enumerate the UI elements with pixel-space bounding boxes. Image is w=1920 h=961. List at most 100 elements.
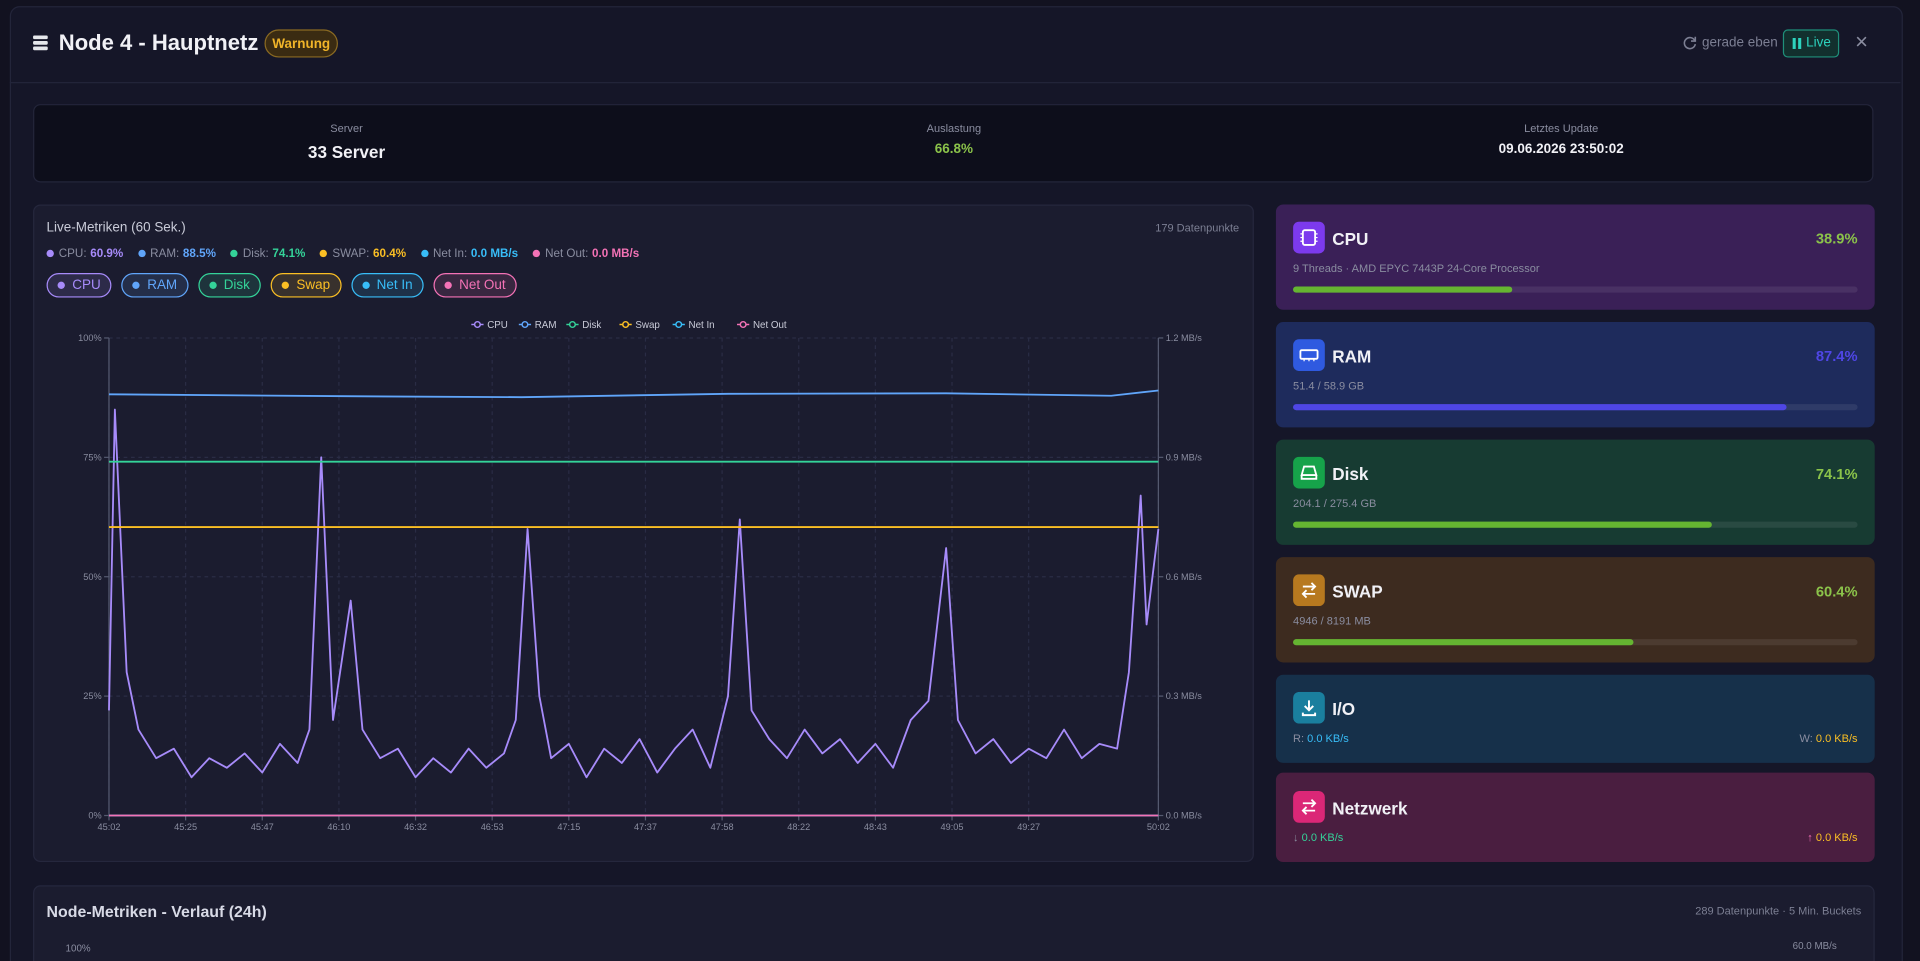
toggle-dot [57,281,65,289]
progress-track [1293,286,1858,293]
progress-track [1293,521,1858,528]
net-down-label: ↓ [1293,831,1299,844]
current-number: 74.1% [272,247,306,261]
current-label: Net Out: [545,247,589,261]
series-toggle[interactable]: CPU [46,273,112,298]
toggle-dot [209,281,217,289]
current-value: Net In: 0.0 MB/s [420,247,519,261]
io-title: I/O [1332,699,1356,719]
history-card [33,885,1875,961]
toggle-dot [444,281,452,289]
modal-title: Node 4 - Hauptnetz [58,30,259,56]
series-toggle[interactable]: Disk [197,273,261,298]
net-up: 0.0 KB/s [1815,831,1858,844]
card-detail: 204.1 / 275.4 GB [1293,497,1377,510]
summary-value: 09.06.2026 23:50:02 [1498,142,1624,157]
network-icon [1293,791,1325,823]
summary-value: 33 Server [307,142,386,162]
current-label: SWAP: [332,247,370,261]
summary-card [33,104,1874,183]
progress-fill [1293,404,1787,411]
card-title: SWAP [1332,581,1383,602]
current-value: Net Out: 0.0 MB/s [532,247,640,261]
live-button[interactable]: Live [1782,29,1840,58]
card-value: 38.9% [1815,230,1858,248]
card-detail: 51.4 / 58.9 GB [1293,379,1365,392]
network-card [1275,772,1875,863]
current-dot [532,249,541,258]
toggle-dot [361,281,370,289]
current-label: CPU: [58,247,87,261]
progress-fill [1293,286,1513,293]
live-points: 179 Datenpunkte [1155,221,1240,234]
io-card [1275,674,1875,763]
current-label: RAM: [150,247,180,261]
net-up-label: ↑ [1807,831,1813,844]
series-toggle[interactable]: Swap [270,273,342,298]
current-dot [46,249,54,258]
card-icon [1293,221,1325,254]
io-write-label: W: [1799,732,1813,745]
history-points: 289 Datenpunkte · 5 Min. Buckets [1695,904,1862,918]
card-icon [1293,339,1325,372]
io-read-label: R: [1293,732,1305,745]
card-icon [1293,456,1325,489]
refresh-time[interactable]: gerade eben [1702,35,1778,51]
server-icon [33,35,48,51]
toggle-dot [132,281,140,289]
pause-icon [1792,37,1802,49]
current-number: 0.0 MB/s [592,247,640,261]
card-detail: 9 Threads · AMD EPYC 7443P 24-Core Proce… [1293,262,1540,275]
card-icon [1293,574,1325,607]
current-number: 60.4% [373,247,407,261]
progress-fill [1293,639,1635,646]
refresh-icon [1683,36,1697,50]
progress-track [1293,639,1858,646]
live-title: Live-Metriken (60 Sek.) [46,220,186,236]
progress-track [1293,404,1858,411]
card-value: 87.4% [1815,347,1858,365]
current-value: Disk: 74.1% [230,247,306,261]
current-dot [137,249,146,258]
live-chart-card [33,204,1254,863]
current-number: 0.0 MB/s [470,247,519,261]
metric-card [1275,322,1875,428]
summary-value: 66.8% [934,142,973,157]
current-value: RAM: 88.5% [137,247,216,261]
current-number: 88.5% [182,247,216,261]
card-value: 60.4% [1815,582,1858,601]
separator [9,82,1901,84]
status-badge: Warnung [264,29,338,58]
history-title: Node-Metriken - Verlauf (24h) [46,902,267,921]
current-dot [420,249,429,258]
card-title: Disk [1332,464,1369,484]
metric-card [1275,439,1875,545]
summary-label: Letztes Update [1524,122,1599,135]
toggle-dot [281,281,290,289]
current-value: CPU: 60.9% [46,247,124,261]
history-y2-label: 60.0 MB/s [1792,940,1837,952]
card-value: 74.1% [1815,465,1858,483]
card-detail: 4946 / 8191 MB [1293,614,1371,627]
current-number: 60.9% [90,247,124,261]
current-value: SWAP: 60.4% [320,247,407,261]
current-label: Net In: [432,247,468,261]
series-toggle[interactable]: RAM [121,273,189,298]
current-dot [320,249,328,258]
summary-label: Server [330,122,363,135]
card-title: RAM [1332,346,1372,367]
series-toggle[interactable]: Net In [350,273,424,298]
io-read: 0.0 KB/s [1307,732,1349,745]
io-icon [1293,691,1325,724]
current-dot [230,249,238,258]
network-title: Netzwerk [1332,798,1408,818]
current-label: Disk: [242,247,269,261]
series-toggle[interactable]: Net Out [433,273,517,298]
summary-label: Auslastung [926,122,982,135]
close-button[interactable]: × [1855,29,1868,54]
metric-card [1275,557,1875,663]
history-y-label: 100% [65,942,91,954]
net-down: 0.0 KB/s [1301,831,1344,844]
